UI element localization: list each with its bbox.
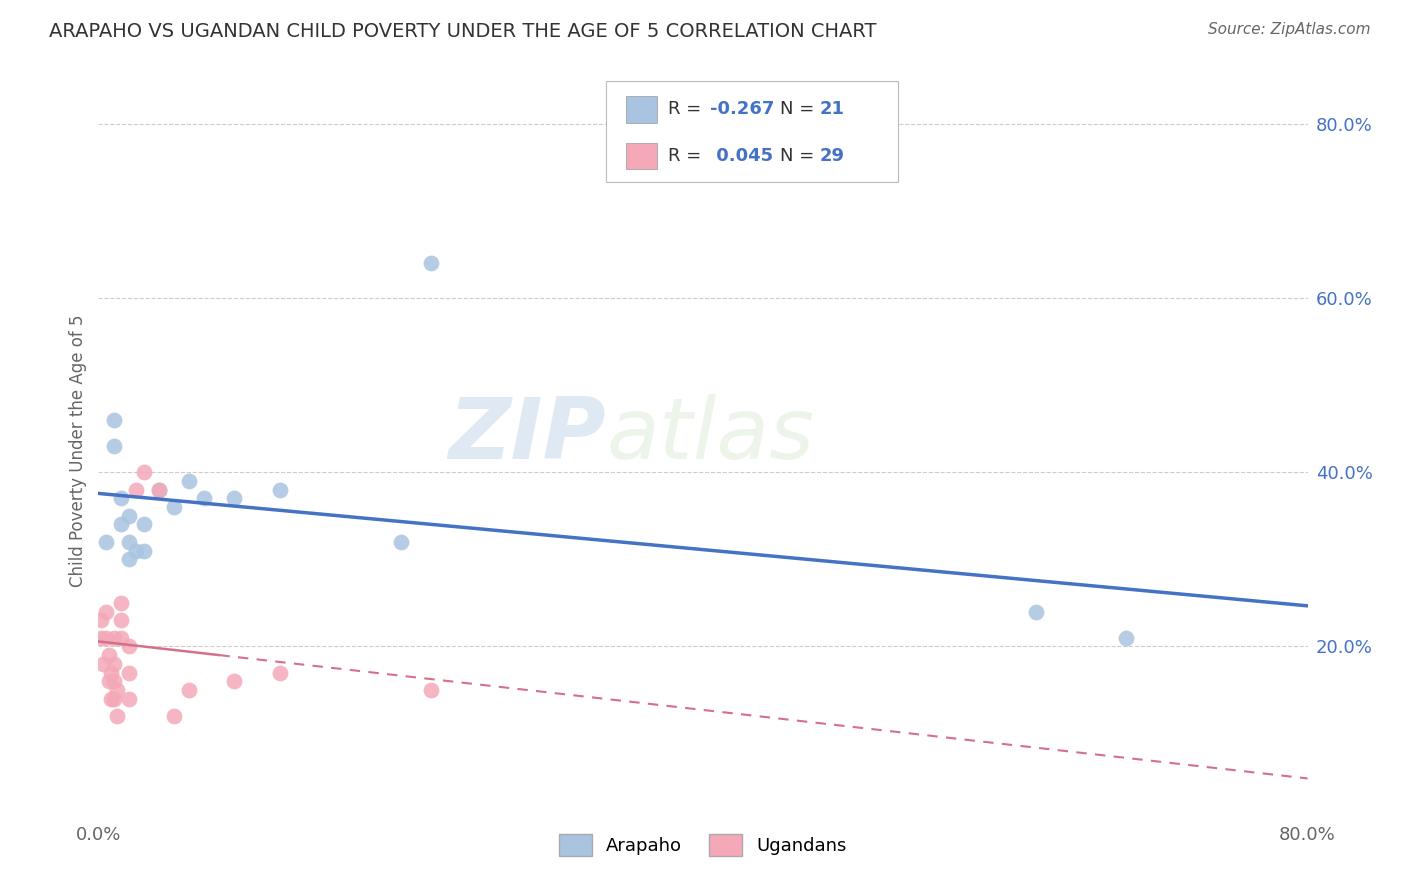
Point xyxy=(103,674,125,689)
Text: 29: 29 xyxy=(820,147,845,165)
Point xyxy=(105,709,128,723)
Text: N =: N = xyxy=(780,147,814,165)
Text: R =: R = xyxy=(668,147,702,165)
Point xyxy=(179,474,201,488)
Point xyxy=(163,709,186,723)
Point xyxy=(110,631,132,645)
Point xyxy=(148,483,170,497)
Point xyxy=(118,535,141,549)
Point xyxy=(100,665,122,680)
Point xyxy=(224,674,246,689)
Text: 21: 21 xyxy=(820,100,845,119)
Point xyxy=(389,535,412,549)
Point xyxy=(1024,605,1046,619)
Point xyxy=(118,552,141,566)
Point xyxy=(98,674,121,689)
Point xyxy=(118,665,141,680)
Point xyxy=(1115,631,1137,645)
Point xyxy=(94,605,117,619)
Point xyxy=(90,613,112,627)
Text: ARAPAHO VS UGANDAN CHILD POVERTY UNDER THE AGE OF 5 CORRELATION CHART: ARAPAHO VS UGANDAN CHILD POVERTY UNDER T… xyxy=(49,22,877,41)
Text: atlas: atlas xyxy=(606,394,814,477)
Text: -0.267: -0.267 xyxy=(710,100,775,119)
Point xyxy=(163,500,186,514)
Text: N =: N = xyxy=(780,100,814,119)
Point xyxy=(90,631,112,645)
Point xyxy=(148,483,170,497)
Text: 0.045: 0.045 xyxy=(710,147,773,165)
Point xyxy=(91,657,114,671)
Text: R =: R = xyxy=(668,100,702,119)
Point xyxy=(94,631,117,645)
Point xyxy=(110,517,132,532)
Point xyxy=(193,491,215,506)
Point xyxy=(132,465,155,479)
Point xyxy=(132,543,155,558)
Point xyxy=(103,631,125,645)
Point xyxy=(105,683,128,698)
Point xyxy=(103,691,125,706)
Legend: Arapaho, Ugandans: Arapaho, Ugandans xyxy=(553,827,853,863)
Point xyxy=(125,543,148,558)
Point xyxy=(269,665,291,680)
Point xyxy=(224,491,246,506)
Point xyxy=(103,657,125,671)
Point xyxy=(420,256,443,270)
Point xyxy=(98,648,121,662)
Point xyxy=(125,483,148,497)
Point xyxy=(110,491,132,506)
Y-axis label: Child Poverty Under the Age of 5: Child Poverty Under the Age of 5 xyxy=(69,314,87,587)
Point xyxy=(269,483,291,497)
Point xyxy=(94,535,117,549)
Point xyxy=(110,613,132,627)
Text: Source: ZipAtlas.com: Source: ZipAtlas.com xyxy=(1208,22,1371,37)
Point xyxy=(103,439,125,453)
Point xyxy=(132,517,155,532)
Text: ZIP: ZIP xyxy=(449,394,606,477)
Point xyxy=(110,596,132,610)
Point xyxy=(118,508,141,523)
Point xyxy=(100,691,122,706)
Point xyxy=(103,413,125,427)
Point xyxy=(118,640,141,654)
Point xyxy=(420,683,443,698)
Point xyxy=(179,683,201,698)
Point xyxy=(118,691,141,706)
